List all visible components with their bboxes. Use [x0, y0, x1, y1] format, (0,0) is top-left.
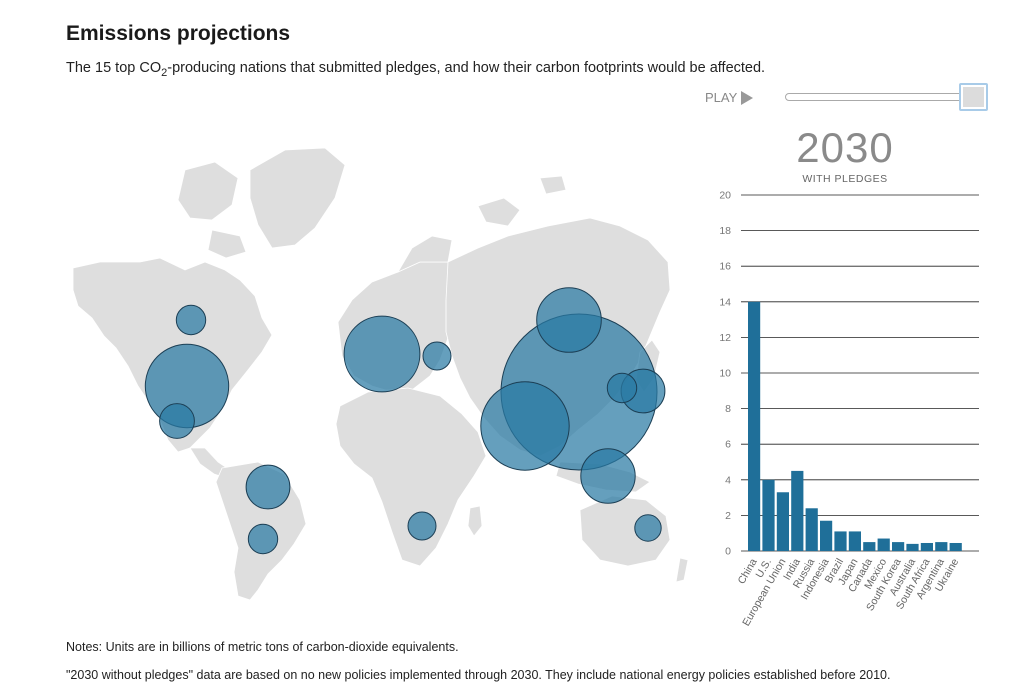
y-tick-label: 16: [719, 261, 731, 273]
year-caption: WITH PLEDGES: [802, 173, 888, 185]
play-icon: [741, 90, 754, 105]
landmass-africa: [335, 387, 487, 567]
y-tick-label: 12: [719, 332, 731, 344]
bubble-ukraine[interactable]: [422, 341, 452, 371]
bubble-canada[interactable]: [175, 304, 207, 336]
bar-china[interactable]: [748, 301, 761, 551]
bar-brazil[interactable]: [834, 531, 847, 551]
y-tick-label: 0: [725, 546, 731, 558]
bubble-brazil[interactable]: [245, 464, 291, 510]
subtitle-start: The 15 top CO: [66, 60, 162, 76]
bar-india[interactable]: [791, 470, 804, 551]
bar-south-africa[interactable]: [920, 542, 933, 551]
page-subtitle: The 15 top CO2-producing nations that su…: [66, 60, 765, 79]
bubble-indonesia[interactable]: [580, 448, 636, 504]
bubble-russia[interactable]: [536, 287, 602, 353]
bar-european-union[interactable]: [776, 492, 789, 551]
bar-ukraine[interactable]: [949, 542, 962, 551]
bubble-european-union[interactable]: [343, 315, 421, 393]
page-title: Emissions projections: [66, 22, 291, 45]
landmass-scandinavia: [397, 235, 453, 273]
landmass-greenland: [249, 147, 346, 249]
emission-bubbles: [144, 287, 666, 555]
y-tick-label: 20: [719, 190, 731, 202]
y-tick-label: 10: [719, 368, 731, 380]
y-tick-label: 2: [725, 510, 731, 522]
landmass-madagascar: [467, 505, 483, 537]
bar-south-korea[interactable]: [892, 542, 905, 551]
landmass-arctic-russia: [477, 175, 567, 227]
subtitle-end: -producing nations that submitted pledge…: [167, 60, 766, 76]
landmass-australia: [579, 495, 671, 567]
world-map: [72, 147, 689, 601]
bar-argentina[interactable]: [935, 542, 948, 551]
landmass-arctic-islands: [177, 161, 247, 259]
bubble-south-korea[interactable]: [606, 372, 638, 404]
landmass-new-zealand: [675, 557, 689, 583]
year-readout: 2030: [796, 124, 894, 171]
bubble-south-africa[interactable]: [407, 511, 437, 541]
y-tick-label: 4: [725, 474, 731, 486]
bar-mexico[interactable]: [877, 538, 890, 551]
bubble-india[interactable]: [480, 381, 570, 471]
y-tick-label: 8: [725, 403, 731, 415]
play-label: PLAY: [705, 90, 738, 105]
subtitle-subscript: 2: [161, 66, 168, 79]
y-tick-label: 18: [719, 225, 731, 237]
bar-japan[interactable]: [848, 531, 861, 551]
bar-indonesia[interactable]: [820, 520, 833, 551]
y-tick-label: 6: [725, 439, 731, 451]
bubble-australia[interactable]: [634, 514, 662, 542]
bubble-mexico[interactable]: [159, 403, 195, 439]
y-tick-label: 14: [719, 296, 731, 308]
note-methodology: "2030 without pledges" data are based on…: [66, 668, 891, 682]
bar-russia[interactable]: [805, 508, 818, 551]
play-button[interactable]: PLAY: [705, 90, 754, 105]
note-units: Notes: Units are in billions of metric t…: [66, 640, 459, 654]
year-slider-handle[interactable]: [959, 83, 988, 111]
bubble-argentina[interactable]: [247, 523, 279, 555]
bar-australia[interactable]: [906, 543, 919, 551]
bar-u-s[interactable]: [762, 479, 775, 551]
bar-canada[interactable]: [863, 542, 876, 551]
